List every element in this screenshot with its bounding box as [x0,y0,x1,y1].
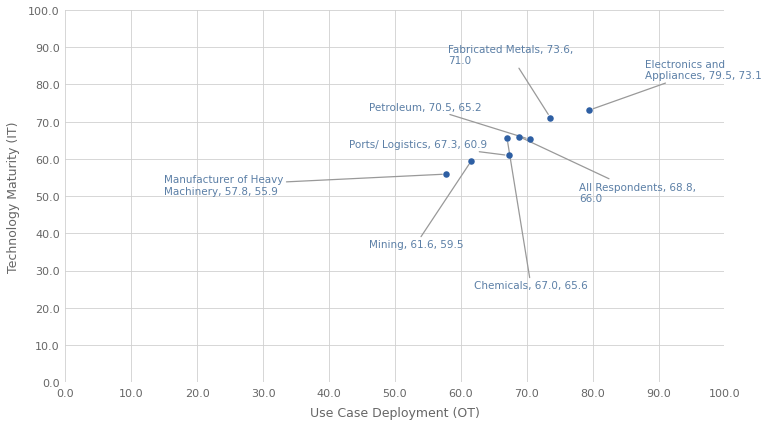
Point [513,134,525,141]
Point [524,137,536,144]
Text: Mining, 61.6, 59.5: Mining, 61.6, 59.5 [369,165,469,250]
Point [501,135,513,142]
Point [584,107,596,114]
X-axis label: Use Case Deployment (OT): Use Case Deployment (OT) [310,406,480,419]
Text: Ports/ Logistics, 67.3, 60.9: Ports/ Logistics, 67.3, 60.9 [349,140,505,155]
Point [503,153,515,159]
Text: Manufacturer of Heavy
Machinery, 57.8, 55.9: Manufacturer of Heavy Machinery, 57.8, 5… [165,175,442,196]
Point [440,171,452,178]
Text: Electronics and
Appliances, 79.5, 73.1: Electronics and Appliances, 79.5, 73.1 [594,60,762,109]
Point [544,115,556,122]
Text: All Respondents, 68.8,
66.0: All Respondents, 68.8, 66.0 [522,139,697,204]
Text: Fabricated Metals, 73.6,
71.0: Fabricated Metals, 73.6, 71.0 [448,45,573,115]
Text: Petroleum, 70.5, 65.2: Petroleum, 70.5, 65.2 [369,103,526,139]
Point [465,158,477,165]
Text: Chemicals, 67.0, 65.6: Chemicals, 67.0, 65.6 [474,143,587,291]
Y-axis label: Technology Maturity (IT): Technology Maturity (IT) [7,121,20,272]
